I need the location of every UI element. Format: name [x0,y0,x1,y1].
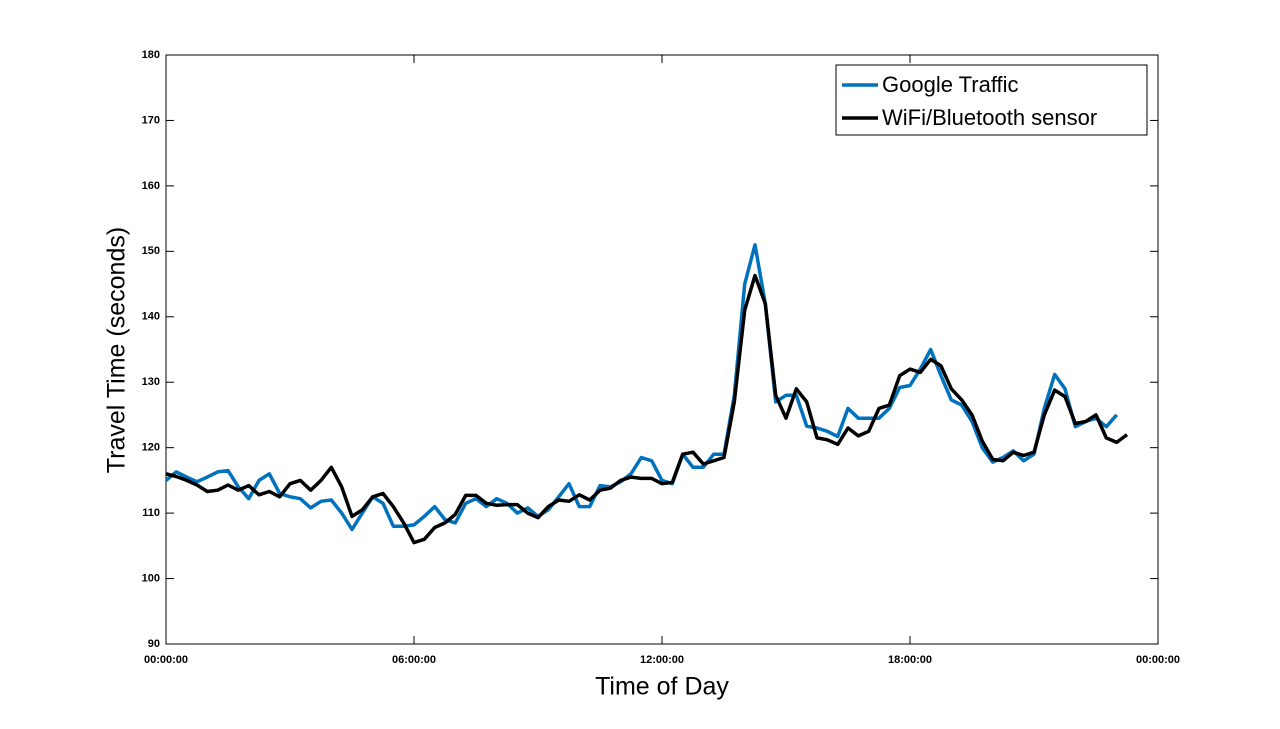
series-line [164,243,1119,532]
y-tick-label: 100 [142,572,160,584]
y-tick-label: 180 [142,49,160,61]
legend [835,64,1148,136]
y-axis-label: Travel Time (seconds) [103,227,131,473]
y-tick-label: 90 [148,638,160,650]
y-tick-label: 160 [142,180,160,192]
x-tick-label: 18:00:00 [888,654,932,666]
legend-label: WiFi/Bluetooth sensor [882,105,1097,130]
x-tick-label: 00:00:00 [1136,654,1180,666]
plot-frame [165,54,1159,645]
x-tick-label: 00:00:00 [144,654,188,666]
y-tick-label: 130 [142,376,160,388]
x-tick-label: 12:00:00 [640,654,684,666]
y-tick-label: 150 [142,245,160,257]
y-tick-label: 170 [142,114,160,126]
legend-label: Google Traffic [882,72,1019,97]
x-tick-label: 06:00:00 [392,654,436,666]
y-tick-label: 110 [142,507,160,519]
series-line [165,273,1129,545]
y-tick-label: 140 [142,311,160,323]
x-axis-label: Time of Day [595,673,729,701]
y-tick-label: 120 [142,442,160,454]
